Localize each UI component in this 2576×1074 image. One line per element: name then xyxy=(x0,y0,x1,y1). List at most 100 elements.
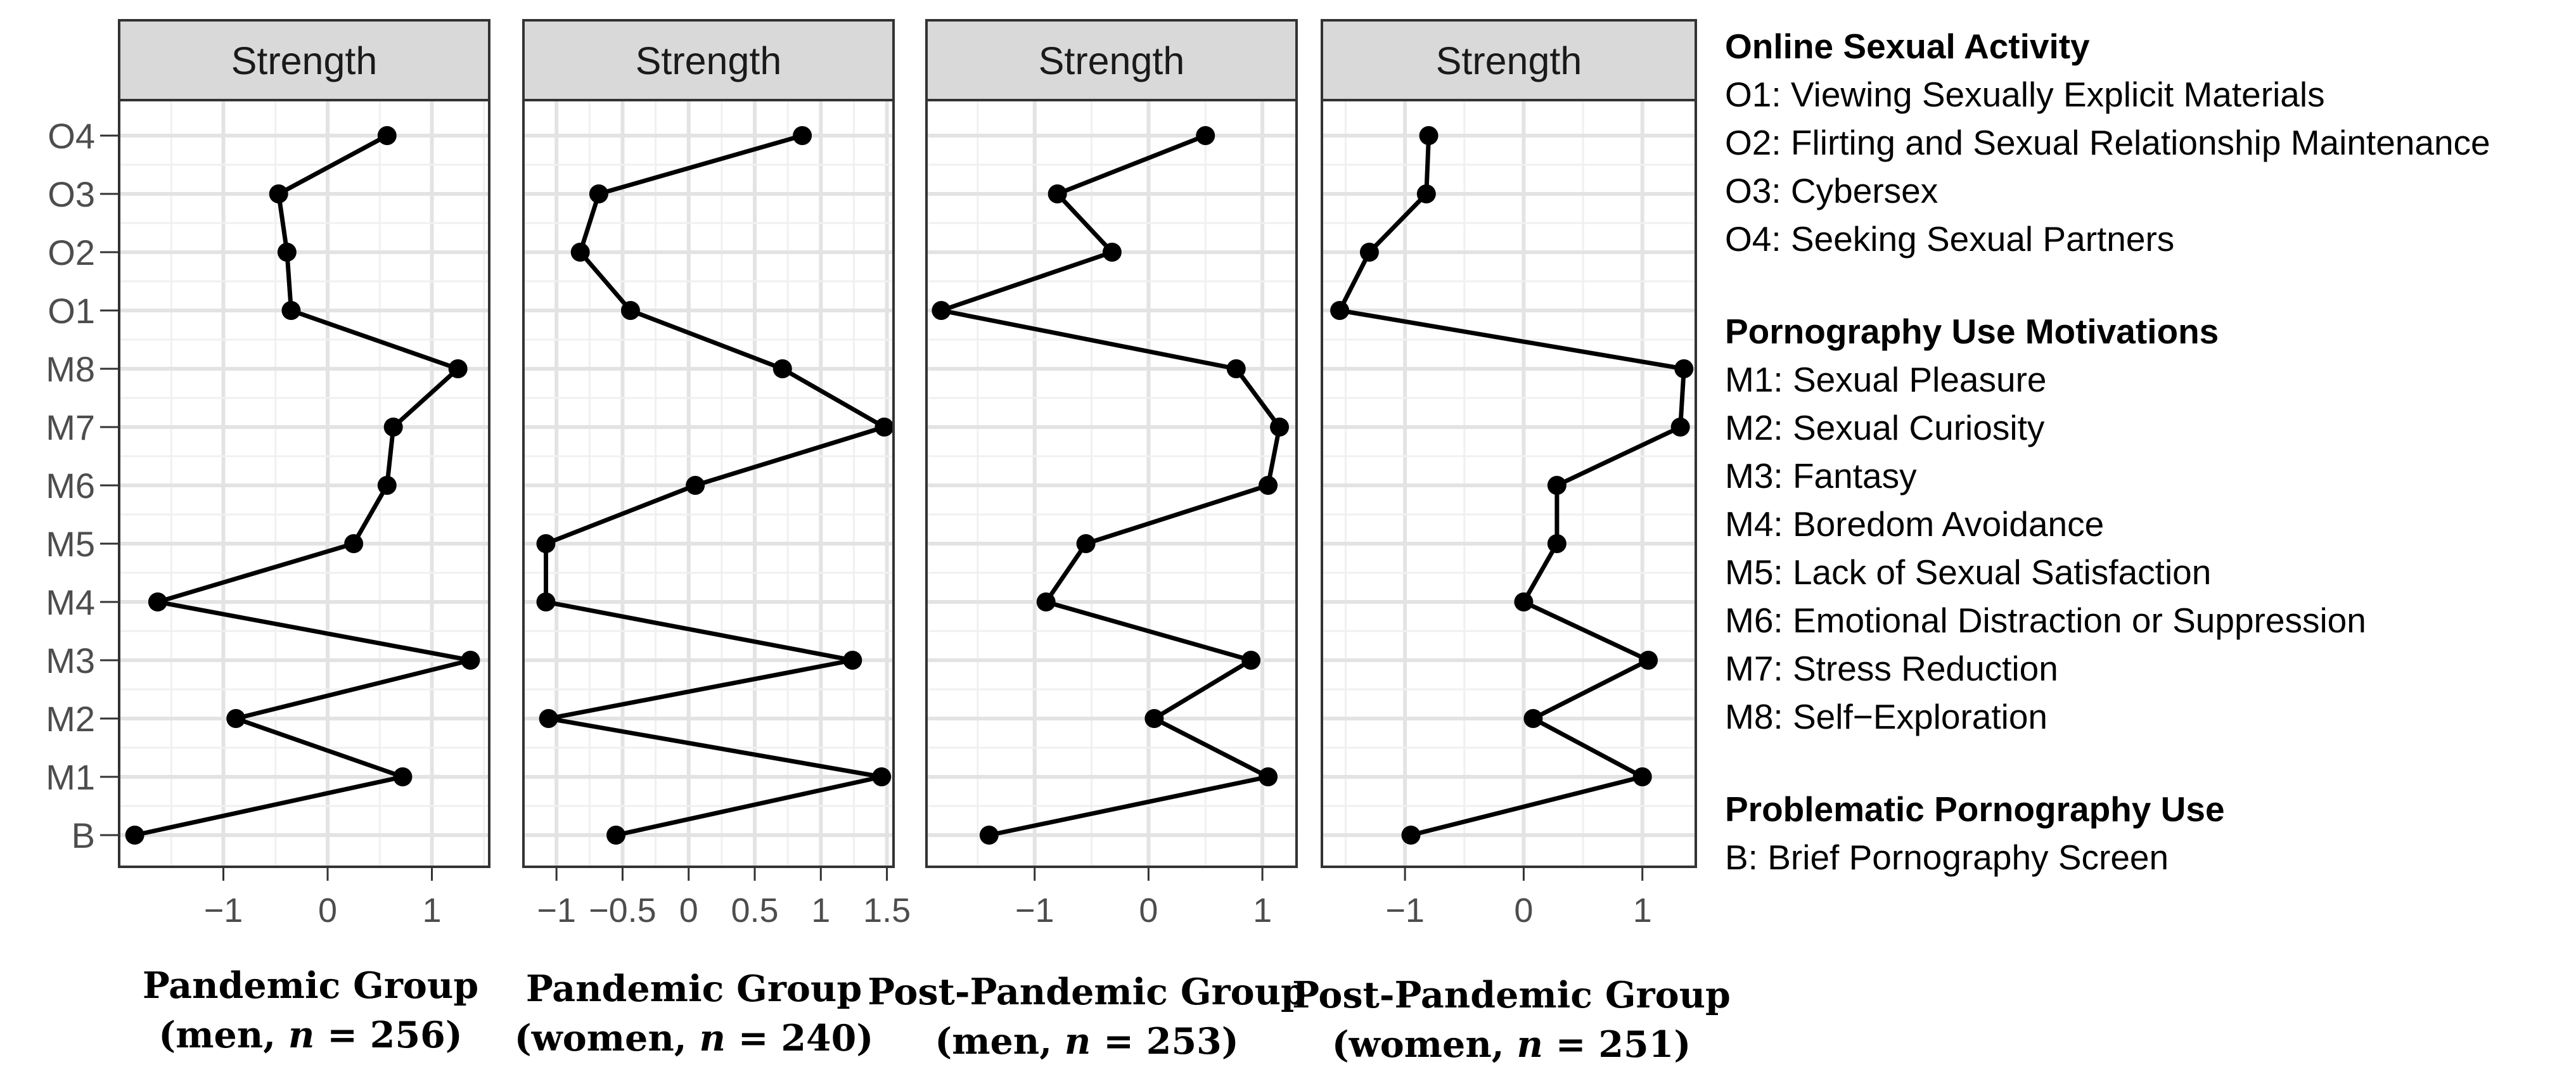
data-point-m1 xyxy=(1259,767,1278,786)
data-point-m4 xyxy=(1514,592,1534,611)
data-point-b xyxy=(979,826,999,845)
legend-item: M6: Emotional Distraction or Suppression xyxy=(1725,601,2366,640)
data-point-m6 xyxy=(686,476,705,495)
caption-panel-4: Post-Pandemic Group (women, n = 251) xyxy=(1292,974,1731,1066)
x-tick-label: 1 xyxy=(422,892,441,930)
panel-border xyxy=(522,99,895,868)
x-tick-label: 0.5 xyxy=(731,892,778,930)
caption-panel-2: Pandemic Group (women, n = 240) xyxy=(515,968,874,1059)
data-point-m7 xyxy=(383,418,403,437)
caption-prefix: (men, xyxy=(158,1014,288,1056)
y-tick-label-m4: M4 xyxy=(46,582,95,622)
data-point-m7 xyxy=(1270,418,1290,437)
x-tick-label: 0 xyxy=(679,892,698,930)
data-point-m3 xyxy=(461,651,480,670)
data-point-m5 xyxy=(1076,534,1096,553)
y-tick-label-o4: O4 xyxy=(48,116,95,156)
data-point-m1 xyxy=(872,767,892,786)
caption-suffix: = 256) xyxy=(314,1014,462,1056)
data-point-m8 xyxy=(772,359,792,378)
data-point-o2 xyxy=(277,243,297,262)
y-tick-label-m2: M2 xyxy=(46,699,95,739)
panel-2: Strength −1 −0.5 0 0.5 1 1.5 xyxy=(522,19,911,930)
caption-n-symbol: n xyxy=(699,1017,725,1059)
data-point-m2 xyxy=(226,709,246,728)
strip-label: Strength xyxy=(231,39,378,82)
data-point-m6 xyxy=(377,476,397,495)
data-point-m2 xyxy=(1523,709,1543,728)
y-axis-labels: B M1 M2 M3 M4 M5 M6 M7 M8 O1 O2 O3 O4 xyxy=(46,116,119,855)
data-point-m7 xyxy=(1670,418,1690,437)
y-tick-label-m7: M7 xyxy=(46,407,95,447)
x-tick-label: 1.5 xyxy=(863,892,911,930)
panel-border xyxy=(925,99,1298,868)
data-point-o4 xyxy=(377,126,397,145)
legend: Online Sexual Activity O1: Viewing Sexual… xyxy=(1725,27,2490,877)
data-point-m5 xyxy=(1547,534,1567,553)
y-tick-label-o2: O2 xyxy=(48,233,95,272)
caption-suffix: = 251) xyxy=(1543,1023,1691,1066)
data-point-o3 xyxy=(1048,184,1067,203)
x-tick-label: −1 xyxy=(1385,892,1425,930)
legend-item: M4: Boredom Avoidance xyxy=(1725,504,2104,544)
data-point-m4 xyxy=(1036,592,1056,611)
caption-panel-3: Post-Pandemic Group (men, n = 253) xyxy=(868,971,1306,1063)
strip-header xyxy=(522,19,895,101)
data-point-m5 xyxy=(344,534,364,553)
strip-label: Strength xyxy=(1436,39,1582,82)
data-point-o4 xyxy=(793,126,812,145)
legend-item: M3: Fantasy xyxy=(1725,456,1917,495)
caption-prefix: (women, xyxy=(515,1017,700,1059)
caption-panel-1: Pandemic Group (men, n = 256) xyxy=(143,964,478,1056)
caption-sample-size: (women, n = 251) xyxy=(1332,1023,1691,1066)
data-point-b xyxy=(606,826,625,845)
x-tick-label: −1 xyxy=(1015,892,1054,930)
legend-heading: Problematic Pornography Use xyxy=(1725,790,2225,829)
x-tick-label: 0 xyxy=(1514,892,1533,930)
panel-1: Strength −1 0 1 xyxy=(118,19,490,930)
data-point-o2 xyxy=(570,243,590,262)
x-tick-label: 0 xyxy=(1139,892,1158,930)
data-point-m8 xyxy=(1226,359,1246,378)
caption-group-name: Post-Pandemic Group xyxy=(1292,974,1731,1016)
legend-item: M7: Stress Reduction xyxy=(1725,649,2058,688)
data-point-m3 xyxy=(843,651,862,670)
caption-sample-size: (men, n = 253) xyxy=(935,1020,1239,1063)
data-point-o1 xyxy=(620,301,640,320)
data-point-o4 xyxy=(1196,126,1215,145)
data-point-b xyxy=(1401,826,1421,845)
data-point-m8 xyxy=(1674,359,1694,378)
data-point-m3 xyxy=(1241,651,1261,670)
strip-label: Strength xyxy=(636,39,782,82)
caption-suffix: = 253) xyxy=(1091,1020,1238,1063)
panel-captions: Pandemic Group (men, n = 256) Pandemic Gro… xyxy=(143,964,1731,1066)
data-point-b xyxy=(125,826,144,845)
data-point-m6 xyxy=(1259,476,1278,495)
legend-group-2: Pornography Use Motivations M1: Sexual Pl… xyxy=(1725,312,2366,736)
legend-item: M8: Self−Exploration xyxy=(1725,697,2047,736)
x-tick-label: 1 xyxy=(1633,892,1652,930)
data-point-m2 xyxy=(1144,709,1164,728)
panel-border xyxy=(118,99,490,868)
y-tick-label-m6: M6 xyxy=(46,466,95,506)
caption-group-name: Pandemic Group xyxy=(143,964,478,1007)
data-point-m7 xyxy=(875,418,894,437)
legend-heading: Online Sexual Activity xyxy=(1725,27,2090,66)
data-point-o1 xyxy=(281,301,301,320)
data-point-o3 xyxy=(589,184,608,203)
legend-item: B: Brief Pornography Screen xyxy=(1725,838,2169,877)
y-tick-label-o1: O1 xyxy=(48,291,95,331)
data-point-m2 xyxy=(539,709,558,728)
panel-3: Strength −1 0 1 xyxy=(925,19,1298,930)
legend-heading: Pornography Use Motivations xyxy=(1725,312,2219,351)
data-point-o4 xyxy=(1419,126,1439,145)
x-tick-label: 0 xyxy=(318,892,337,930)
x-tick-label: −1 xyxy=(537,892,576,930)
data-point-o3 xyxy=(269,184,288,203)
legend-item: M1: Sexual Pleasure xyxy=(1725,360,2047,399)
data-point-o1 xyxy=(1330,301,1350,320)
legend-item: M5: Lack of Sexual Satisfaction xyxy=(1725,553,2211,592)
legend-group-1: Online Sexual Activity O1: Viewing Sexual… xyxy=(1725,27,2490,259)
